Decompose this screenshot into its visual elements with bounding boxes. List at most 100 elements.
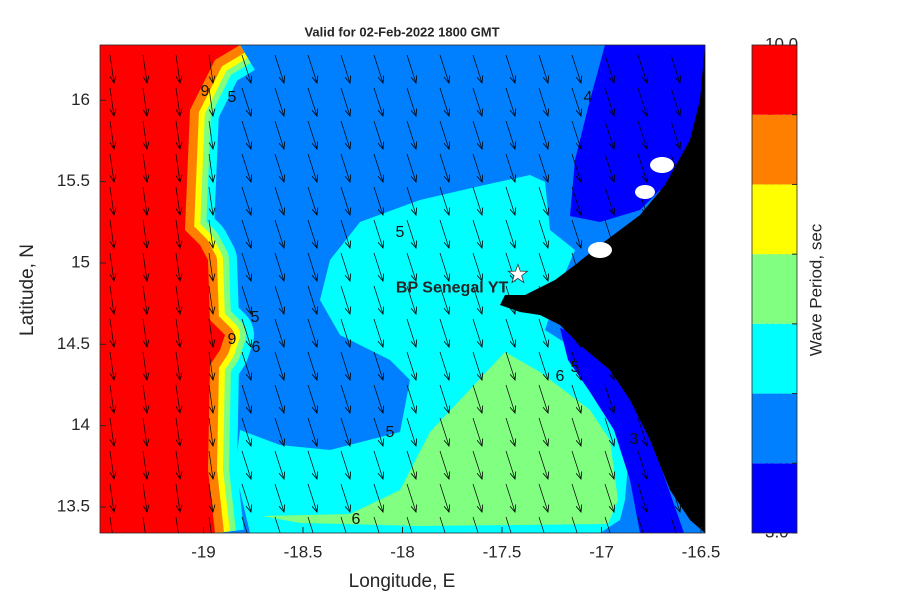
direction-arrow bbox=[439, 219, 449, 248]
direction-arrow bbox=[505, 153, 515, 182]
direction-arrow bbox=[406, 417, 416, 446]
direction-arrow bbox=[208, 516, 212, 533]
direction-arrow bbox=[538, 450, 548, 479]
contour-label: 6 bbox=[556, 368, 565, 385]
direction-arrow bbox=[241, 54, 251, 83]
direction-arrow bbox=[142, 186, 147, 215]
direction-arrow bbox=[307, 219, 317, 248]
direction-arrow bbox=[142, 351, 147, 380]
direction-arrow bbox=[274, 219, 284, 248]
colorbar-label: Wave Period, sec bbox=[806, 223, 825, 356]
direction-arrow bbox=[340, 351, 350, 380]
direction-arrow bbox=[274, 54, 284, 83]
direction-arrow bbox=[109, 516, 113, 533]
direction-arrow bbox=[208, 120, 213, 149]
direction-arrow bbox=[571, 351, 581, 380]
direction-arrow bbox=[109, 318, 114, 347]
direction-arrow bbox=[307, 120, 317, 149]
direction-arrow bbox=[373, 252, 383, 281]
direction-arrow bbox=[307, 483, 317, 512]
direction-arrow bbox=[373, 186, 383, 215]
direction-arrow bbox=[571, 450, 581, 479]
direction-arrow bbox=[538, 483, 548, 512]
direction-arrow bbox=[241, 318, 251, 347]
direction-arrow bbox=[472, 417, 482, 446]
direction-arrow bbox=[604, 483, 614, 512]
direction-arrow bbox=[406, 384, 416, 413]
direction-arrow bbox=[109, 417, 114, 446]
direction-arrow bbox=[439, 120, 449, 149]
direction-arrow bbox=[109, 384, 114, 413]
contour-label: 5 bbox=[228, 89, 237, 106]
direction-arrow bbox=[274, 120, 284, 149]
direction-arrow bbox=[340, 384, 350, 413]
direction-arrow bbox=[472, 87, 482, 116]
coast-patch bbox=[650, 157, 674, 173]
colorbar-band bbox=[752, 254, 797, 324]
direction-arrow bbox=[274, 351, 284, 380]
direction-arrow bbox=[538, 318, 548, 347]
direction-arrow bbox=[208, 186, 213, 215]
direction-arrow bbox=[472, 384, 482, 413]
direction-arrow bbox=[472, 516, 479, 533]
direction-arrow bbox=[175, 153, 180, 182]
direction-arrow bbox=[241, 450, 251, 479]
direction-arrow bbox=[571, 417, 581, 446]
direction-arrow bbox=[472, 483, 482, 512]
direction-arrow bbox=[373, 417, 383, 446]
direction-arrow bbox=[472, 318, 482, 347]
direction-arrow bbox=[637, 120, 647, 149]
colorbar-band bbox=[752, 114, 797, 185]
direction-arrow bbox=[538, 120, 548, 149]
direction-arrow bbox=[109, 285, 114, 314]
contour-label: 5 bbox=[251, 309, 260, 326]
colorbar-band bbox=[752, 184, 797, 255]
direction-arrow bbox=[670, 54, 680, 83]
direction-arrow bbox=[208, 450, 213, 479]
direction-arrow bbox=[307, 417, 317, 446]
direction-arrow bbox=[604, 120, 614, 149]
direction-arrow bbox=[604, 87, 614, 116]
direction-arrow bbox=[439, 351, 449, 380]
direction-arrow bbox=[406, 318, 416, 347]
direction-arrow bbox=[373, 450, 383, 479]
direction-arrow bbox=[505, 417, 515, 446]
coast-patch bbox=[635, 185, 655, 199]
y-tick-label: 15 bbox=[71, 252, 90, 271]
direction-arrow bbox=[241, 384, 251, 413]
direction-arrow bbox=[571, 219, 581, 248]
y-tick-label: 14 bbox=[71, 415, 90, 434]
direction-arrow bbox=[571, 516, 578, 533]
direction-arrow bbox=[274, 252, 284, 281]
direction-arrow bbox=[505, 87, 515, 116]
direction-arrow bbox=[340, 186, 350, 215]
y-tick-label: 13.5 bbox=[57, 496, 90, 515]
direction-arrow bbox=[208, 219, 213, 248]
direction-arrow bbox=[109, 153, 114, 182]
direction-arrow bbox=[208, 351, 213, 380]
direction-arrow bbox=[538, 252, 548, 281]
direction-arrow bbox=[637, 516, 644, 533]
direction-arrow bbox=[175, 450, 180, 479]
direction-arrow bbox=[340, 120, 350, 149]
direction-arrow bbox=[604, 186, 614, 215]
contour-label: 9 bbox=[201, 83, 210, 100]
direction-arrow bbox=[307, 384, 317, 413]
direction-arrow bbox=[142, 153, 147, 182]
direction-arrow bbox=[208, 54, 213, 83]
direction-arrow bbox=[208, 252, 213, 281]
contour-region bbox=[262, 352, 618, 526]
direction-arrow bbox=[109, 252, 114, 281]
x-tick-label: -17.5 bbox=[483, 542, 522, 561]
direction-arrow bbox=[274, 87, 284, 116]
direction-arrow bbox=[373, 219, 383, 248]
y-tick-label: 14.5 bbox=[57, 334, 90, 353]
x-tick-label: -18.5 bbox=[284, 542, 323, 561]
direction-arrow bbox=[208, 483, 213, 512]
direction-arrow bbox=[406, 219, 416, 248]
direction-arrow bbox=[472, 450, 482, 479]
direction-arrow bbox=[142, 450, 147, 479]
direction-arrow bbox=[373, 351, 383, 380]
direction-arrow bbox=[505, 54, 515, 83]
